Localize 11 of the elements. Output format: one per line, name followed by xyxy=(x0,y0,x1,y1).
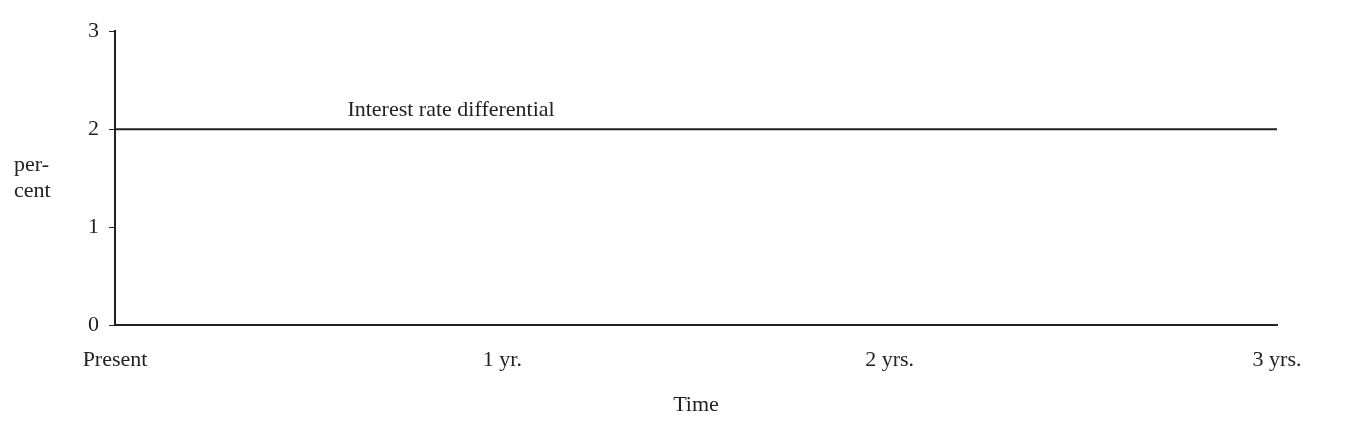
y-tick-label: 3 xyxy=(88,16,99,42)
y-tick-label: 1 xyxy=(88,212,99,238)
x-tick-label: 1 yr. xyxy=(482,346,522,372)
y-axis-title: per- cent xyxy=(14,150,51,202)
series-label: Interest rate differential xyxy=(347,95,555,121)
y-tick-label: 2 xyxy=(88,114,99,140)
x-tick-label: 2 yrs. xyxy=(865,346,915,372)
x-axis-title: Time xyxy=(673,390,719,416)
x-tick-label: 3 yrs. xyxy=(1252,346,1302,372)
y-tick-label: 0 xyxy=(88,310,99,336)
x-tick-label: Present xyxy=(82,346,148,372)
